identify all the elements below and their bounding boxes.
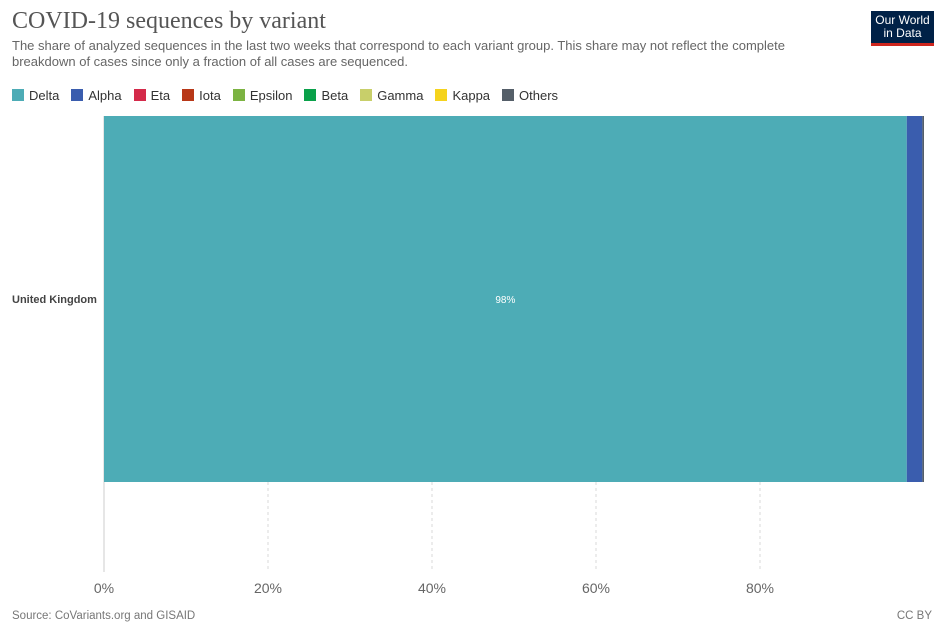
x-tick-label: 60% — [582, 580, 610, 596]
category-label: United Kingdom — [12, 294, 97, 306]
legend-swatch — [304, 89, 317, 101]
legend-label: Gamma — [377, 87, 424, 103]
legend-item-eta[interactable]: Eta — [133, 87, 171, 103]
legend-swatch — [360, 89, 373, 101]
data-label: 98% — [495, 295, 515, 306]
chart-subtitle: The share of analyzed sequences in the l… — [12, 38, 785, 69]
x-tick-label: 40% — [418, 580, 446, 596]
x-tick-label: 80% — [746, 580, 774, 596]
legend-item-epsilon[interactable]: Epsilon — [232, 87, 293, 103]
legend-item-beta[interactable]: Beta — [304, 88, 348, 103]
license-link[interactable]: CC BY — [896, 610, 932, 622]
legend-swatch — [133, 89, 146, 101]
x-tick-label: 20% — [254, 580, 282, 596]
legend-swatch — [71, 89, 84, 101]
bar-others — [922, 116, 924, 482]
legend-item-alpha[interactable]: Alpha — [71, 87, 122, 103]
x-tick-label: 0% — [94, 580, 114, 596]
chart-title: COVID-19 sequences by variant — [12, 8, 326, 34]
legend-item-iota[interactable]: Iota — [182, 88, 221, 103]
logo-line-1: Our World — [875, 13, 930, 27]
legend-swatch — [502, 89, 515, 101]
legend-label: Others — [519, 87, 559, 103]
legend-label: Kappa — [452, 87, 491, 103]
legend: Delta Alpha Eta Iota Epsilon Beta Gamma Kappa Ot… — [12, 87, 570, 103]
legend-item-kappa[interactable]: Kappa — [435, 88, 490, 103]
legend-item-delta[interactable]: Delta — [12, 88, 59, 103]
legend-label: Delta — [29, 87, 60, 103]
legend-swatch — [232, 89, 245, 101]
bar-delta — [104, 116, 907, 482]
legend-item-gamma[interactable]: Gamma — [360, 88, 423, 103]
legend-label: Epsilon — [249, 87, 293, 103]
logo-line-2: in Data — [883, 26, 922, 40]
owid-logo[interactable]: Our World in Data — [871, 11, 934, 46]
legend-label: Alpha — [88, 87, 122, 103]
legend-swatch — [435, 89, 448, 101]
legend-label: Beta — [321, 87, 349, 103]
legend-label: Eta — [150, 87, 171, 103]
legend-item-others[interactable]: Others — [502, 88, 558, 103]
legend-swatch — [12, 89, 24, 101]
source-note[interactable]: Source: CoVariants.org and GISAID — [12, 610, 196, 622]
bar-alpha — [906, 116, 923, 482]
legend-swatch — [182, 89, 195, 101]
legend-label: Iota — [199, 87, 221, 103]
